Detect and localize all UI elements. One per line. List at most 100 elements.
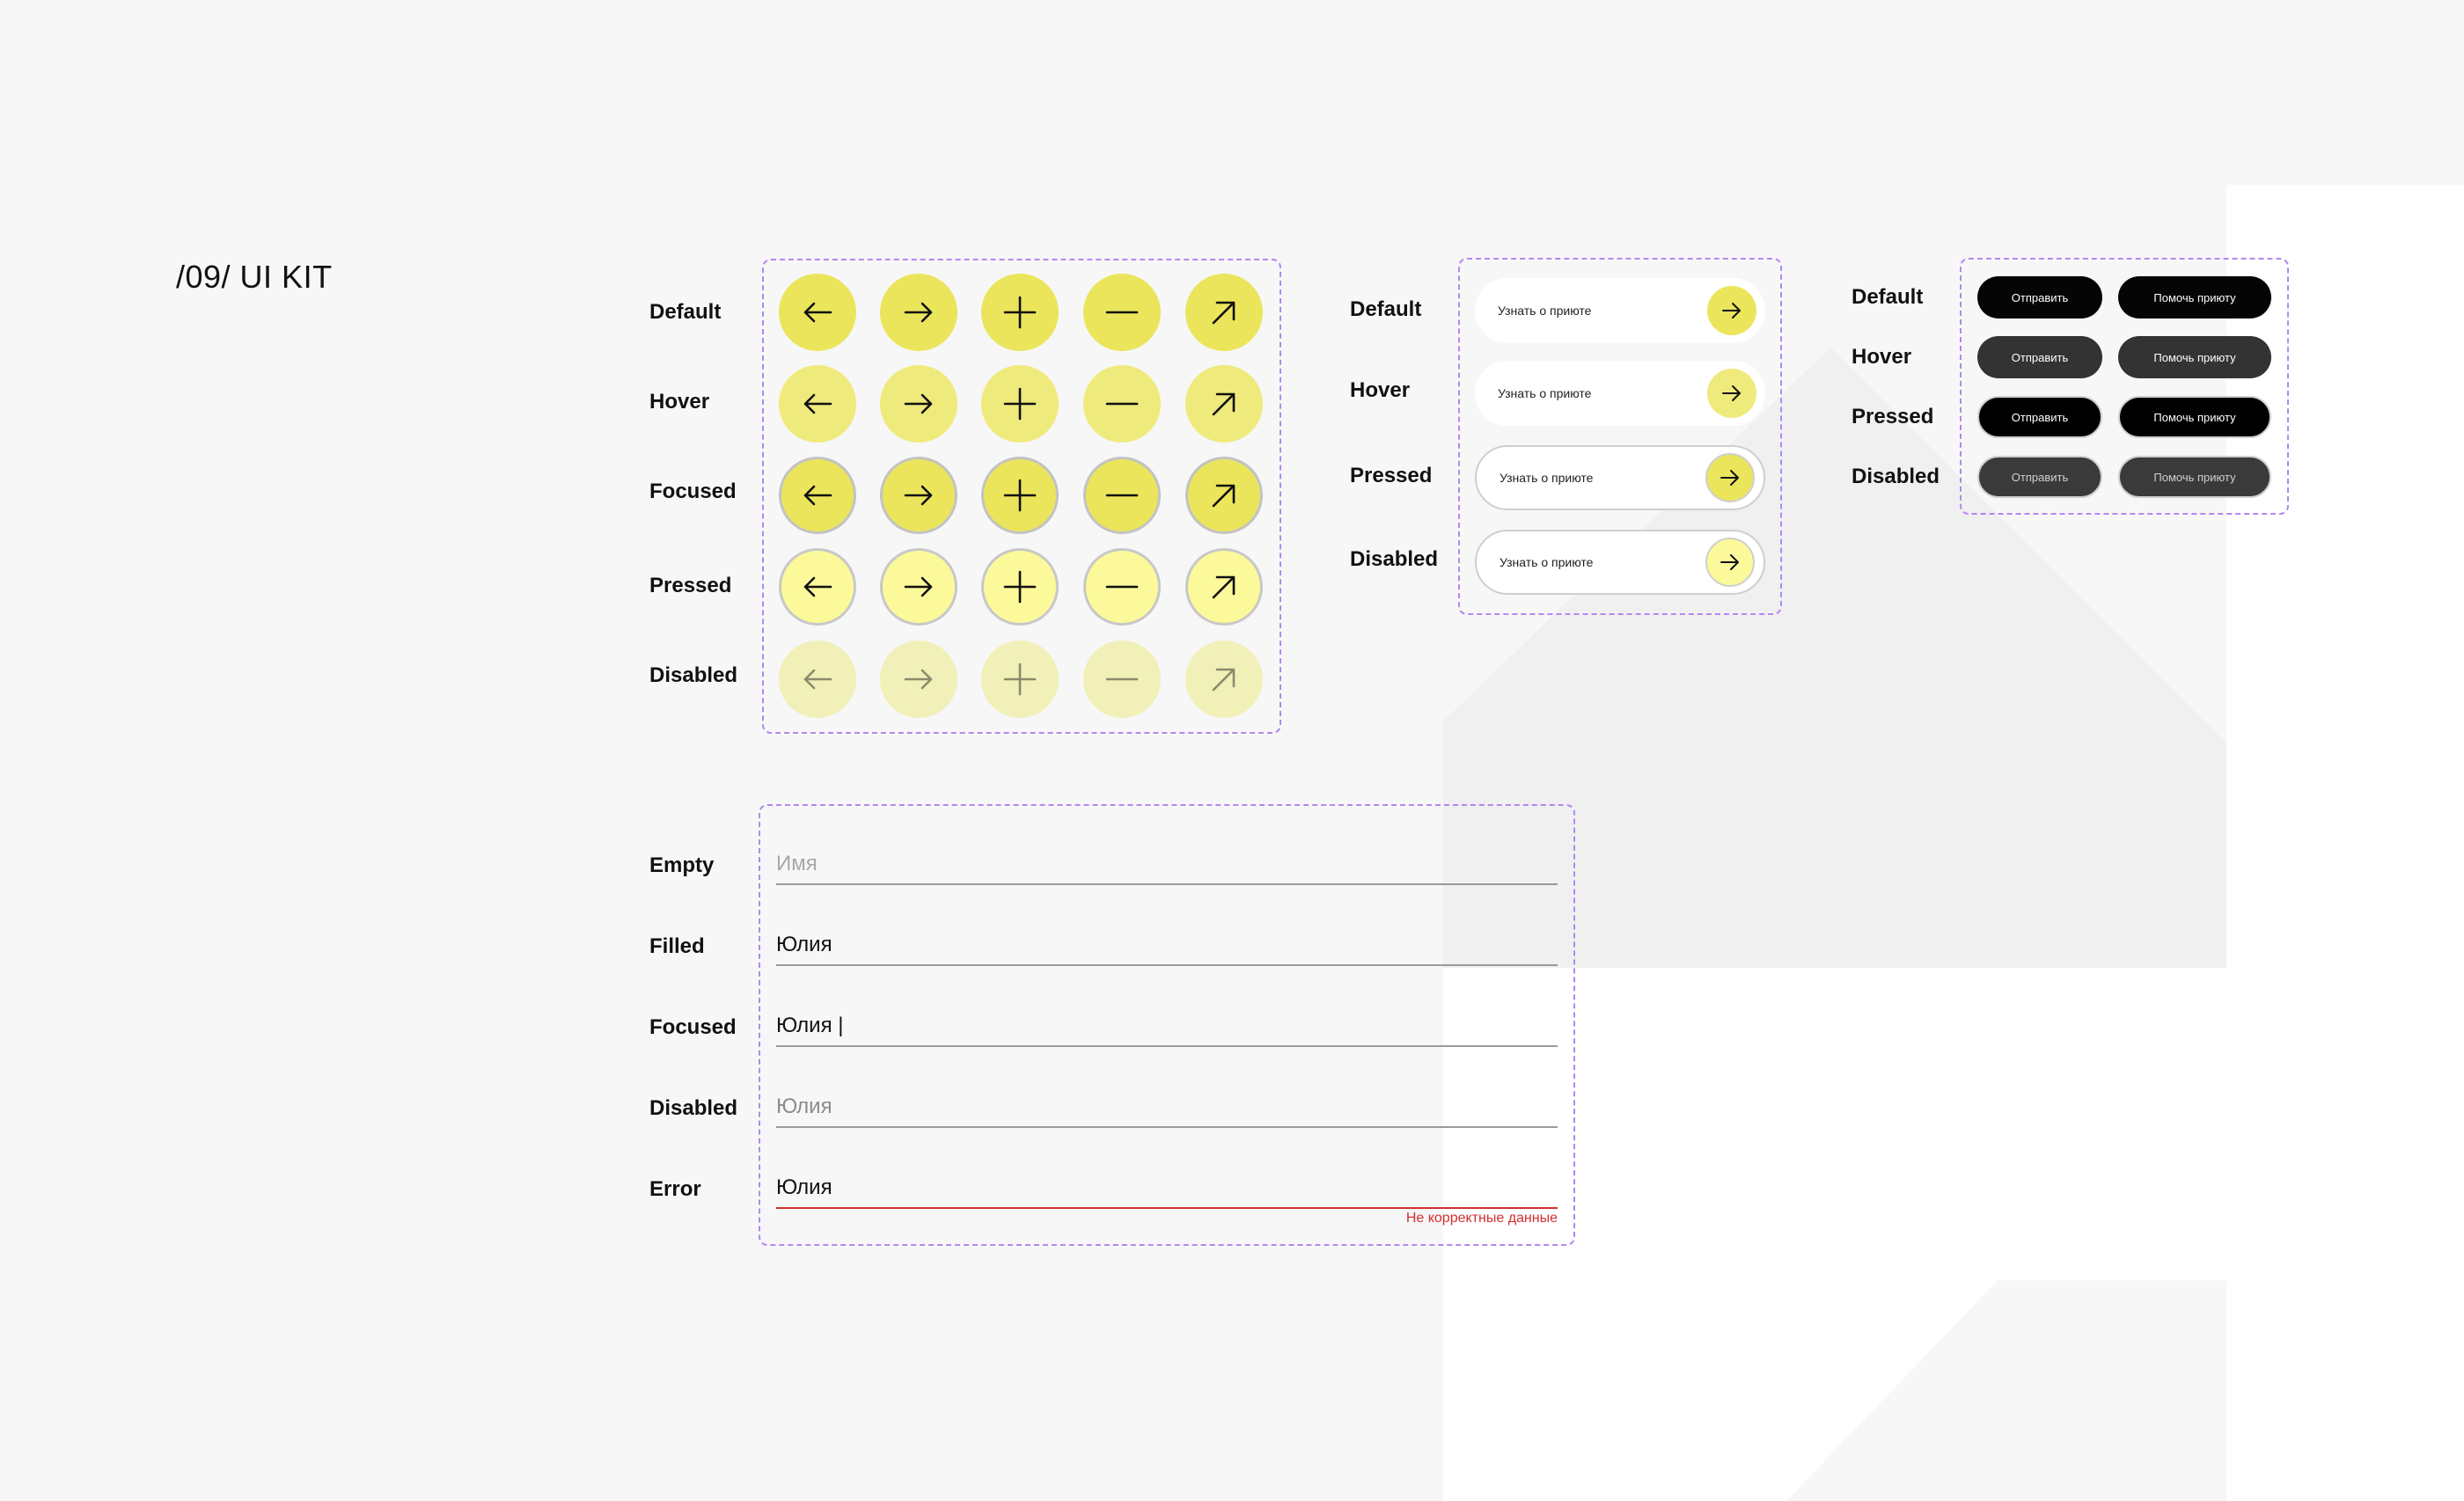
pill-buttons-panel xyxy=(1458,258,1782,615)
help-shelter-button-disabled[interactable]: Помочь приюту xyxy=(2118,456,2271,498)
pill-label: Узнать о приюте xyxy=(1500,471,1594,485)
arrow-up-right-icon xyxy=(1204,659,1244,699)
plus-icon xyxy=(1000,292,1040,333)
arrow-left-button-hover[interactable] xyxy=(779,365,856,443)
learn-about-shelter-button-pressed[interactable]: Узнать о приюте xyxy=(1475,445,1765,510)
arrow-up-right-button-disabled[interactable] xyxy=(1185,641,1263,718)
plus-button-default[interactable] xyxy=(981,274,1059,351)
error-message: Не корректные данные xyxy=(1405,1211,1558,1226)
help-shelter-button-default[interactable]: Помочь приюту xyxy=(2118,276,2271,319)
pill-label: Узнать о приюте xyxy=(1500,555,1594,569)
icon-state-label-default: Default xyxy=(649,300,722,324)
arrow-right-button-hover[interactable] xyxy=(880,365,957,443)
arrow-left-icon xyxy=(797,292,838,333)
plus-button-hover[interactable] xyxy=(981,365,1059,443)
learn-about-shelter-button-hover[interactable]: Узнать о приюте xyxy=(1475,361,1765,426)
arrow-right-button-pressed[interactable] xyxy=(880,548,957,626)
learn-about-shelter-button-default[interactable]: Узнать о приюте xyxy=(1475,278,1765,343)
plus-button-pressed[interactable] xyxy=(981,548,1059,626)
arrow-up-right-icon xyxy=(1204,292,1244,333)
dark-state-label-disabled: Disabled xyxy=(1852,465,1940,488)
icon-state-label-disabled: Disabled xyxy=(649,663,738,687)
arrow-up-right-icon xyxy=(1204,567,1244,607)
input-state-label-focused: Focused xyxy=(649,1015,737,1039)
pill-state-label-default: Default xyxy=(1350,297,1422,321)
arrow-left-button-pressed[interactable] xyxy=(779,548,856,626)
minus-icon xyxy=(1102,659,1142,699)
minus-button-disabled[interactable] xyxy=(1083,641,1161,718)
arrow-right-button-focused[interactable] xyxy=(880,457,957,534)
name-input-error[interactable]: Юлия xyxy=(776,1163,1558,1209)
icon-buttons-panel xyxy=(762,259,1281,734)
send-button-default[interactable]: Отправить xyxy=(1977,276,2102,319)
send-button-hover[interactable]: Отправить xyxy=(1977,336,2102,378)
minus-icon xyxy=(1102,292,1142,333)
arrow-up-right-button-default[interactable] xyxy=(1185,274,1263,351)
arrow-right-icon xyxy=(1707,286,1756,335)
minus-icon xyxy=(1102,567,1142,607)
pill-state-label-pressed: Pressed xyxy=(1350,464,1433,487)
input-state-label-empty: Empty xyxy=(649,853,715,877)
arrow-right-icon xyxy=(898,475,939,516)
arrow-left-icon xyxy=(797,475,838,516)
minus-icon xyxy=(1102,475,1142,516)
help-shelter-button-hover[interactable]: Помочь приюту xyxy=(2118,336,2271,378)
arrow-up-right-button-pressed[interactable] xyxy=(1185,548,1263,626)
name-input-empty[interactable]: Имя xyxy=(776,839,1558,885)
arrow-right-icon xyxy=(898,384,939,424)
dark-state-label-hover: Hover xyxy=(1852,345,1912,369)
arrow-right-icon xyxy=(1707,369,1756,418)
plus-icon xyxy=(1000,384,1040,424)
input-state-label-error: Error xyxy=(649,1177,701,1201)
learn-about-shelter-button-disabled[interactable]: Узнать о приюте xyxy=(1475,530,1765,595)
arrow-up-right-icon xyxy=(1204,475,1244,516)
arrow-right-icon xyxy=(1705,538,1755,587)
name-input-filled[interactable]: Юлия xyxy=(776,920,1558,966)
arrow-right-button-disabled[interactable] xyxy=(880,641,957,718)
minus-button-default[interactable] xyxy=(1083,274,1161,351)
arrow-up-right-button-focused[interactable] xyxy=(1185,457,1263,534)
send-button-disabled[interactable]: Отправить xyxy=(1977,456,2102,498)
pill-state-label-disabled: Disabled xyxy=(1350,547,1439,571)
minus-button-hover[interactable] xyxy=(1083,365,1161,443)
name-input-focused[interactable]: Юлия | xyxy=(776,1001,1558,1047)
arrow-up-right-button-hover[interactable] xyxy=(1185,365,1263,443)
send-button-pressed[interactable]: Отправить xyxy=(1977,396,2102,438)
arrow-up-right-icon xyxy=(1204,384,1244,424)
arrow-left-icon xyxy=(797,567,838,607)
plus-icon xyxy=(1000,567,1040,607)
plus-button-disabled[interactable] xyxy=(981,641,1059,718)
arrow-right-icon xyxy=(898,567,939,607)
name-input-disabled[interactable]: Юлия xyxy=(776,1082,1558,1128)
arrow-right-icon xyxy=(1705,453,1755,502)
dark-state-label-default: Default xyxy=(1852,285,1924,309)
icon-state-label-focused: Focused xyxy=(649,480,737,503)
input-state-label-filled: Filled xyxy=(649,934,705,958)
pill-state-label-hover: Hover xyxy=(1350,378,1411,402)
arrow-right-icon xyxy=(898,292,939,333)
minus-button-focused[interactable] xyxy=(1083,457,1161,534)
minus-icon xyxy=(1102,384,1142,424)
pill-label: Узнать о приюте xyxy=(1498,304,1592,318)
plus-icon xyxy=(1000,475,1040,516)
arrow-right-icon xyxy=(898,659,939,699)
pill-label: Узнать о приюте xyxy=(1498,386,1592,400)
icon-state-label-pressed: Pressed xyxy=(649,574,732,597)
input-state-label-disabled: Disabled xyxy=(649,1096,738,1120)
help-shelter-button-pressed[interactable]: Помочь приюту xyxy=(2118,396,2271,438)
arrow-left-button-disabled[interactable] xyxy=(779,641,856,718)
page-title: /09/ UI KIT xyxy=(176,259,333,295)
plus-button-focused[interactable] xyxy=(981,457,1059,534)
dark-state-label-pressed: Pressed xyxy=(1852,405,1934,428)
dark-buttons-panel xyxy=(1960,258,2289,515)
input-fields-panel xyxy=(759,804,1575,1246)
arrow-left-icon xyxy=(797,659,838,699)
minus-button-pressed[interactable] xyxy=(1083,548,1161,626)
icon-state-label-hover: Hover xyxy=(649,390,710,414)
arrow-right-button-default[interactable] xyxy=(880,274,957,351)
arrow-left-button-focused[interactable] xyxy=(779,457,856,534)
arrow-left-button-default[interactable] xyxy=(779,274,856,351)
plus-icon xyxy=(1000,659,1040,699)
arrow-left-icon xyxy=(797,384,838,424)
